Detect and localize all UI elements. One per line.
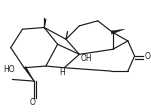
Text: OH: OH <box>81 54 92 63</box>
Text: O: O <box>144 52 150 60</box>
Text: O: O <box>30 98 36 107</box>
Polygon shape <box>111 29 125 34</box>
Polygon shape <box>26 66 34 81</box>
Text: HO: HO <box>4 65 15 74</box>
Text: H: H <box>60 68 66 77</box>
